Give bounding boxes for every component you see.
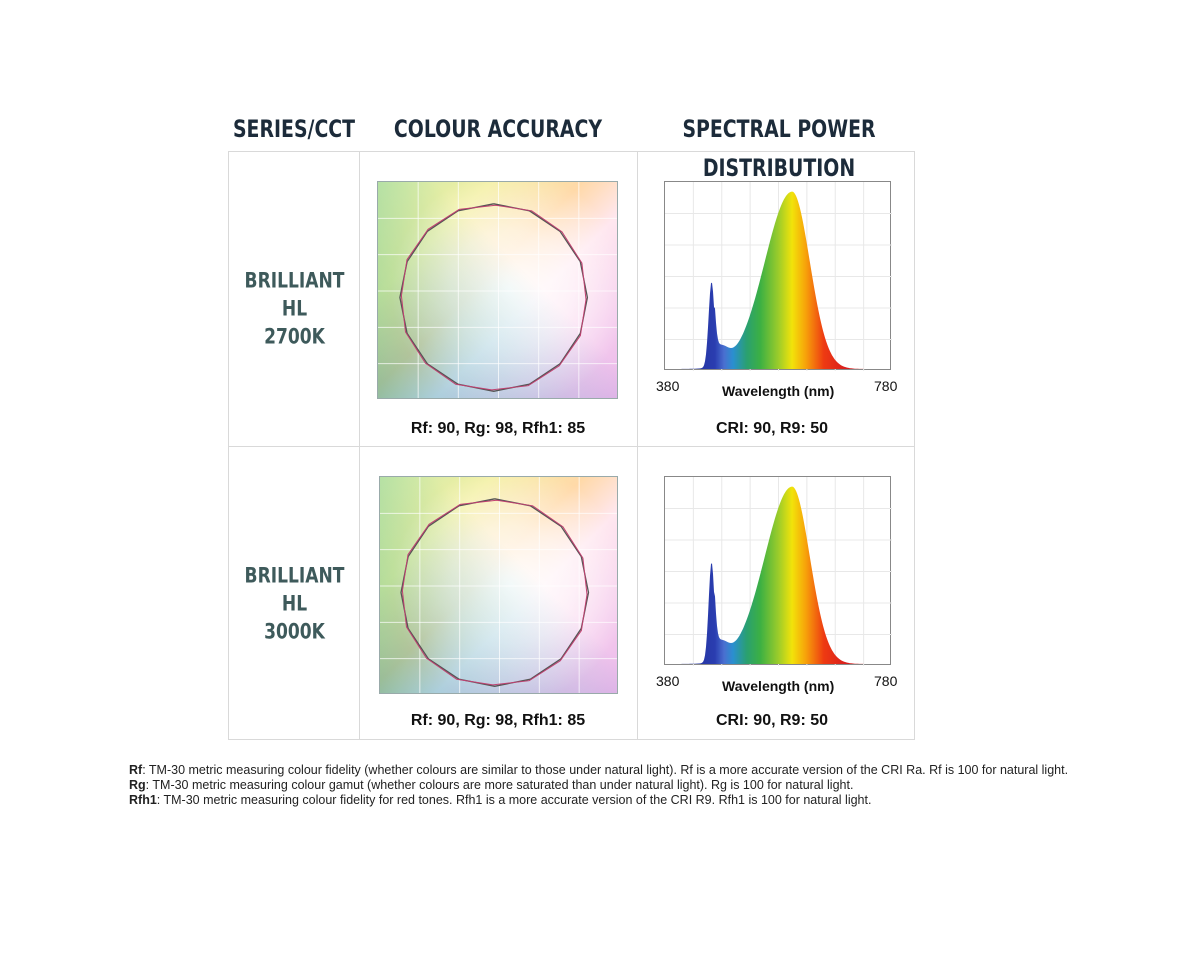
footnote-rfh1: Rfh1: TM-30 metric measuring colour fide… xyxy=(129,793,1109,808)
definition: : TM-30 metric measuring colour fidelity… xyxy=(142,763,1069,777)
comparison-table xyxy=(228,151,915,740)
table-divider xyxy=(637,152,638,739)
test-polygon xyxy=(401,499,588,686)
test-polygon xyxy=(400,204,587,391)
axis-max-label: 780 xyxy=(874,378,898,394)
spectral-power-chart xyxy=(664,181,892,371)
spd-caption: CRI: 90, R9: 50 xyxy=(715,420,829,437)
colour-accuracy-caption: Rf: 90, Rg: 98, Rfh1: 85 xyxy=(410,712,586,729)
axis-min-label: 380 xyxy=(656,673,680,689)
series-name: BRILLIANT HL xyxy=(244,268,345,322)
spd-curve xyxy=(665,486,892,664)
table-divider xyxy=(229,446,914,447)
table-divider xyxy=(359,152,360,739)
tm30-colour-vector-graphic xyxy=(377,181,618,399)
series-label-3000k: BRILLIANT HL 3000K xyxy=(230,563,359,647)
definition: : TM-30 metric measuring colour fidelity… xyxy=(156,793,872,807)
footnote-rf: Rf: TM-30 metric measuring colour fideli… xyxy=(129,763,1109,778)
term: Rfh1 xyxy=(129,793,157,807)
axis-min-label: 380 xyxy=(656,378,680,394)
series-cct: 3000K xyxy=(264,619,325,645)
reference-polygon xyxy=(400,498,590,687)
axis-title: Wavelength (nm) xyxy=(722,383,835,399)
axis-max-label: 780 xyxy=(874,673,898,689)
header-series-cct: SERIES/CCT xyxy=(232,115,356,143)
spd-caption: CRI: 90, R9: 50 xyxy=(715,712,829,729)
footnotes: Rf: TM-30 metric measuring colour fideli… xyxy=(129,763,1109,808)
term: Rf xyxy=(129,763,143,777)
series-name: BRILLIANT HL xyxy=(244,563,345,617)
spd-curve xyxy=(665,191,892,369)
axis-title: Wavelength (nm) xyxy=(722,678,835,694)
tm30-colour-vector-graphic xyxy=(379,476,618,694)
colour-accuracy-caption: Rf: 90, Rg: 98, Rfh1: 85 xyxy=(410,420,586,437)
header-colour-accuracy: COLOUR ACCURACY xyxy=(393,115,603,143)
spectral-power-chart xyxy=(664,476,892,666)
series-cct: 2700K xyxy=(264,324,325,350)
footnote-rg: Rg: TM-30 metric measuring colour gamut … xyxy=(129,778,1109,793)
term: Rg xyxy=(129,778,146,792)
definition: : TM-30 metric measuring colour gamut (w… xyxy=(145,778,854,792)
series-label-2700k: BRILLIANT HL 2700K xyxy=(230,268,359,352)
reference-polygon xyxy=(399,203,589,392)
header-spectral-power-distribution: SPECTRAL POWER DISTRIBUTION xyxy=(682,115,876,182)
